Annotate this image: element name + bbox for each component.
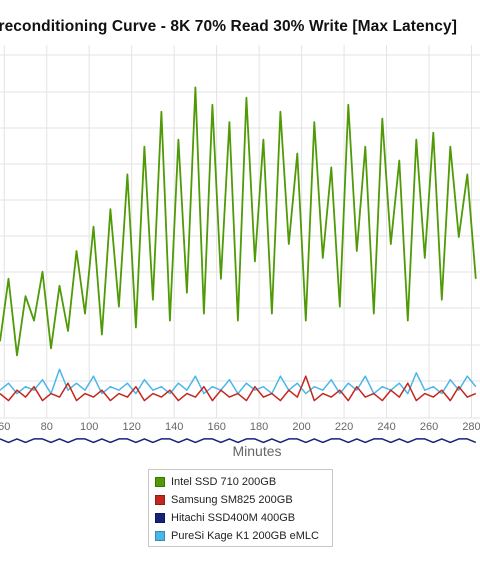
x-tick-label: 100: [80, 421, 98, 433]
x-tick-label: 200: [292, 421, 310, 433]
legend: Intel SSD 710 200GB Samsung SM825 200GB Hi…: [148, 469, 333, 547]
legend-swatch: [155, 513, 165, 523]
legend-item: PureSi Kage K1 200GB eMLC: [155, 527, 332, 545]
x-tick-label: 240: [377, 421, 395, 433]
gridlines: [0, 45, 480, 419]
x-tick-label: 160: [207, 421, 225, 433]
x-tick-label: 80: [41, 421, 53, 433]
legend-label: PureSi Kage K1 200GB eMLC: [171, 530, 319, 542]
x-axis-title: Minutes: [232, 443, 281, 459]
legend-item: Samsung SM825 200GB: [155, 491, 332, 509]
x-tick-label: 60: [0, 421, 10, 433]
chart-title: Preconditioning Curve - 8K 70% Read 30% …: [0, 18, 458, 35]
legend-swatch: [155, 531, 165, 541]
series-lines: [0, 86, 477, 444]
series-line-intel-ssd-710-200gb: [0, 86, 477, 357]
x-tick-labels: 60 80 100 120 140 160 180 200 220 240 260 280: [0, 421, 480, 433]
x-tick-label: 280: [462, 421, 480, 433]
series-line-hitachi-ssd400m-400gb: [0, 438, 477, 444]
legend-swatch: [155, 495, 165, 505]
legend-label: Samsung SM825 200GB: [171, 494, 293, 506]
legend-item: Hitachi SSD400M 400GB: [155, 509, 332, 527]
legend-swatch: [155, 477, 165, 487]
x-tick-label: 220: [335, 421, 353, 433]
x-tick-label: 120: [123, 421, 141, 433]
legend-label: Hitachi SSD400M 400GB: [171, 512, 296, 524]
legend-item: Intel SSD 710 200GB: [155, 473, 332, 491]
x-tick-label: 180: [250, 421, 268, 433]
legend-label: Intel SSD 710 200GB: [171, 476, 277, 488]
x-tick-label: 140: [165, 421, 183, 433]
x-tick-label: 260: [420, 421, 438, 433]
series-line-samsung-sm825-200gb: [0, 375, 477, 402]
